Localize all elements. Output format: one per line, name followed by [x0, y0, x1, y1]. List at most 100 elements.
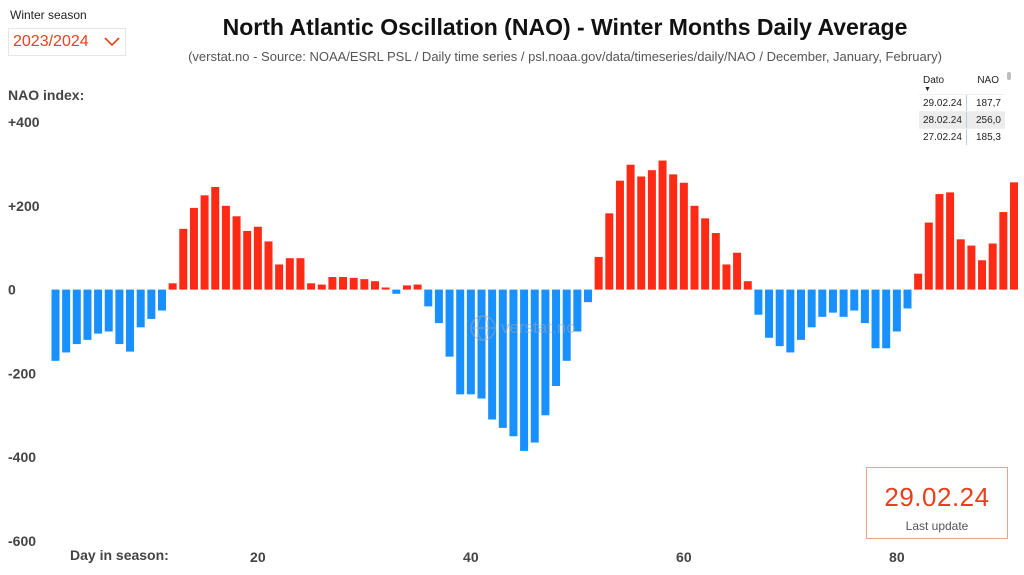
bar-day-40[interactable]: [466, 289, 475, 395]
bar-day-25[interactable]: [307, 283, 316, 290]
bar-day-26[interactable]: [317, 284, 326, 290]
season-dropdown[interactable]: 2023/2024: [8, 28, 126, 56]
bar-day-18[interactable]: [232, 216, 241, 290]
y-tick-label: +200: [8, 198, 40, 214]
bar-day-37[interactable]: [434, 289, 443, 324]
bar-day-44[interactable]: [509, 289, 518, 437]
bar-day-24[interactable]: [296, 258, 305, 290]
bar-day-35[interactable]: [413, 284, 422, 290]
bar-day-70[interactable]: [786, 289, 795, 353]
bar-day-67[interactable]: [754, 289, 763, 315]
bar-day-69[interactable]: [775, 289, 784, 347]
bar-day-8[interactable]: [126, 289, 135, 352]
bar-day-50[interactable]: [573, 289, 582, 332]
bar-day-6[interactable]: [104, 289, 113, 332]
bar-day-89[interactable]: [988, 243, 997, 290]
bar-day-23[interactable]: [285, 258, 294, 290]
bar-day-2[interactable]: [62, 289, 71, 353]
bar-day-78[interactable]: [871, 289, 880, 349]
bar-day-88[interactable]: [978, 260, 987, 290]
bar-day-32[interactable]: [381, 287, 390, 290]
bar-day-1[interactable]: [51, 289, 60, 361]
bar-day-75[interactable]: [839, 289, 848, 317]
bar-day-36[interactable]: [424, 289, 433, 307]
bar-day-9[interactable]: [136, 289, 145, 328]
bar-day-42[interactable]: [488, 289, 497, 420]
bar-day-63[interactable]: [711, 233, 720, 290]
bar-day-20[interactable]: [253, 226, 262, 290]
bar-day-91[interactable]: [1010, 182, 1018, 290]
bar-day-30[interactable]: [360, 279, 369, 290]
bar-day-17[interactable]: [221, 205, 230, 290]
bar-day-16[interactable]: [211, 186, 220, 290]
bar-day-83[interactable]: [924, 222, 933, 290]
bar-day-81[interactable]: [903, 289, 912, 309]
bar-day-68[interactable]: [765, 289, 774, 338]
bar-day-51[interactable]: [584, 289, 592, 303]
bar-day-22[interactable]: [275, 264, 284, 290]
bar-day-86[interactable]: [956, 239, 965, 290]
bar-day-57[interactable]: [647, 170, 656, 290]
bar-day-58[interactable]: [658, 160, 667, 290]
bar-day-64[interactable]: [722, 264, 731, 290]
bar-day-56[interactable]: [637, 176, 646, 290]
bar-day-90[interactable]: [999, 212, 1008, 290]
bar-day-79[interactable]: [882, 289, 891, 349]
bar-day-61[interactable]: [690, 205, 699, 290]
bar-day-7[interactable]: [115, 289, 124, 345]
bar-day-21[interactable]: [264, 241, 273, 290]
bar-day-13[interactable]: [179, 228, 188, 290]
bar-day-53[interactable]: [605, 213, 614, 290]
bar-day-45[interactable]: [520, 289, 529, 451]
bar-day-62[interactable]: [701, 218, 710, 290]
bar-day-59[interactable]: [669, 174, 678, 290]
bar-day-77[interactable]: [860, 289, 869, 324]
bar-day-52[interactable]: [594, 256, 603, 290]
bar-day-65[interactable]: [733, 252, 742, 290]
bar-day-41[interactable]: [477, 289, 486, 399]
table-row[interactable]: 28.02.24 256,0: [919, 111, 1005, 128]
table-row[interactable]: 29.02.24 187,7: [919, 94, 1005, 111]
bar-day-82[interactable]: [914, 273, 923, 290]
bar-day-73[interactable]: [818, 289, 827, 317]
bar-day-19[interactable]: [243, 230, 252, 290]
bar-day-12[interactable]: [168, 283, 177, 290]
bar-day-31[interactable]: [371, 281, 379, 290]
bar-day-48[interactable]: [552, 289, 561, 386]
bar-day-3[interactable]: [72, 289, 81, 345]
bar-day-28[interactable]: [339, 277, 348, 290]
bar-day-49[interactable]: [562, 289, 571, 361]
bar-day-14[interactable]: [189, 207, 198, 290]
bar-day-85[interactable]: [946, 192, 955, 290]
bar-day-55[interactable]: [626, 164, 635, 290]
bar-day-29[interactable]: [349, 277, 358, 290]
bar-day-46[interactable]: [530, 289, 539, 443]
bar-day-76[interactable]: [850, 289, 859, 311]
table-row[interactable]: 27.02.24 185,3: [919, 128, 1005, 145]
bar-day-60[interactable]: [679, 182, 688, 290]
bar-day-54[interactable]: [615, 180, 624, 290]
bar-day-47[interactable]: [541, 289, 550, 416]
column-header-nao[interactable]: NAO: [977, 75, 999, 86]
bar-day-74[interactable]: [828, 289, 837, 313]
bar-day-71[interactable]: [797, 289, 805, 340]
bar-day-4[interactable]: [83, 289, 92, 340]
bar-day-66[interactable]: [743, 281, 752, 290]
bar-day-11[interactable]: [158, 289, 166, 311]
table-cell-value: 185,3: [975, 131, 1001, 143]
bar-day-27[interactable]: [328, 277, 337, 290]
bar-day-5[interactable]: [94, 289, 103, 334]
bar-day-43[interactable]: [498, 289, 507, 428]
bar-day-10[interactable]: [147, 289, 156, 319]
table-scrollbar[interactable]: [1007, 72, 1011, 80]
bar-day-72[interactable]: [807, 289, 816, 328]
bar-day-84[interactable]: [935, 194, 944, 290]
bar-day-87[interactable]: [967, 245, 976, 290]
bar-day-15[interactable]: [200, 195, 209, 290]
bar-day-38[interactable]: [445, 289, 454, 357]
bar-day-39[interactable]: [456, 289, 465, 395]
bar-day-33[interactable]: [392, 289, 401, 294]
bar-day-34[interactable]: [402, 285, 411, 290]
bar-day-80[interactable]: [892, 289, 901, 332]
column-header-date[interactable]: Dato: [923, 75, 945, 86]
